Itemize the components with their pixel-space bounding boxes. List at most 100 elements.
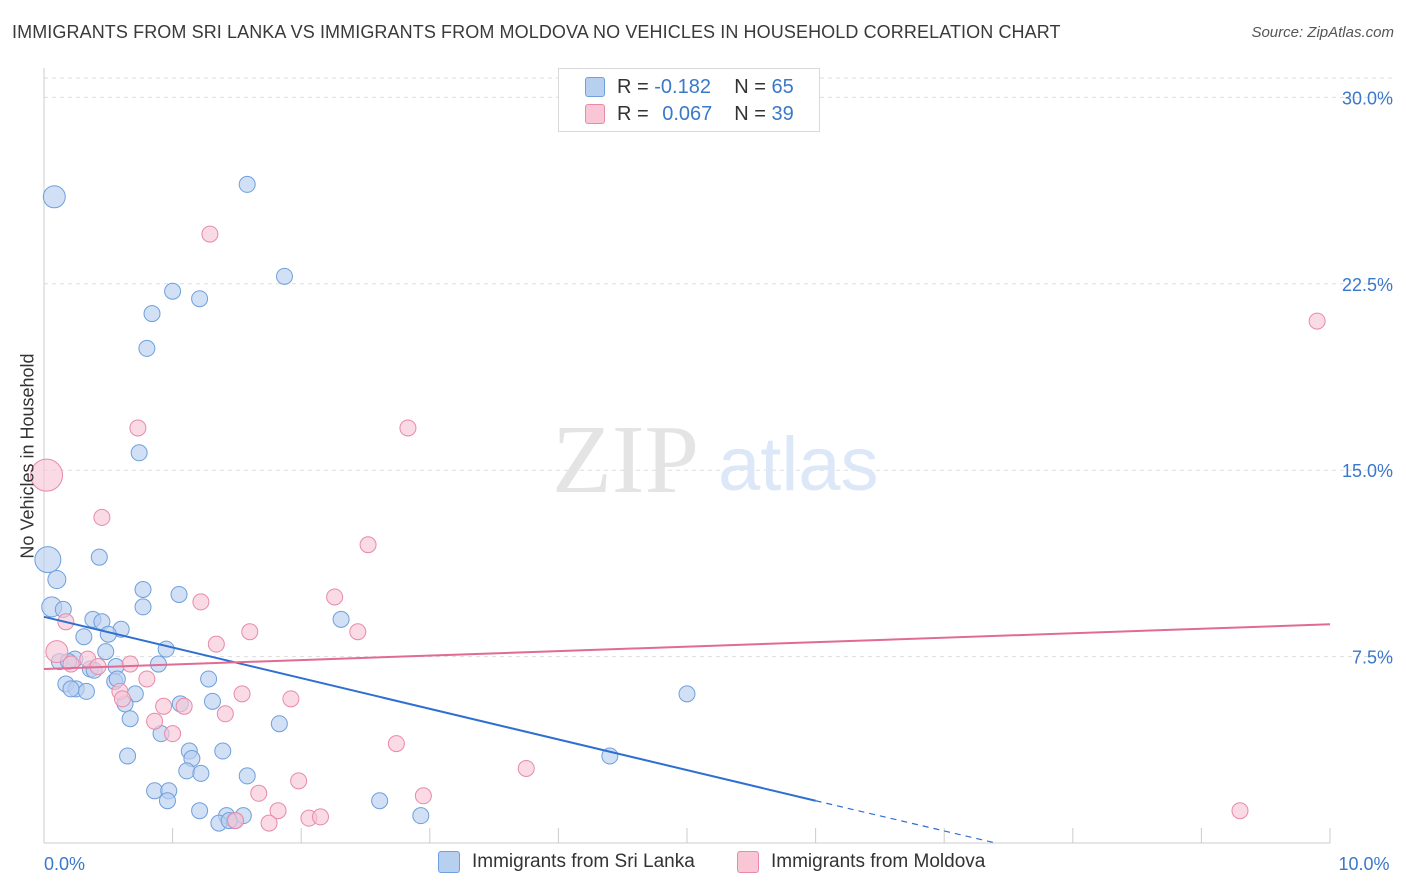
point-sri-lanka <box>77 682 95 700</box>
grid-lines <box>44 77 1392 658</box>
point-sri-lanka <box>157 640 175 658</box>
trend-line-moldova <box>43 623 1331 671</box>
point-sri-lanka <box>200 670 218 688</box>
watermark-zip: ZIP <box>552 406 699 514</box>
point-moldova <box>129 419 147 437</box>
point-moldova <box>282 690 300 708</box>
point-sri-lanka <box>214 742 232 760</box>
bottom-legend-label: Immigrants from Moldova <box>771 851 986 872</box>
point-sri-lanka <box>97 643 115 661</box>
point-moldova <box>326 588 344 606</box>
point-moldova <box>175 697 193 715</box>
point-sri-lanka <box>75 628 93 646</box>
trend-line-sri-lanka <box>43 615 816 802</box>
point-sri-lanka <box>270 715 288 733</box>
source-credit: Source: ZipAtlas.com <box>1251 24 1394 41</box>
bottom-legend-sri-lanka: Immigrants from Sri Lanka <box>438 851 695 873</box>
point-sri-lanka <box>134 580 152 598</box>
point-moldova <box>164 725 182 743</box>
point-sri-lanka <box>170 585 188 603</box>
watermark: ZIP atlas <box>552 406 879 514</box>
point-moldova <box>216 705 234 723</box>
point-moldova <box>414 787 432 805</box>
legend-r-label: R = <box>617 75 649 98</box>
point-sri-lanka <box>371 792 389 810</box>
point-sri-lanka <box>164 282 182 300</box>
bottom-legend-swatch-blue <box>438 851 460 873</box>
point-moldova <box>113 690 131 708</box>
point-sri-lanka <box>678 685 696 703</box>
y-tick-label: 30.0% <box>1342 88 1393 108</box>
point-moldova <box>399 419 417 437</box>
point-sri-lanka <box>134 598 152 616</box>
y-axis-label: No Vehicles in Household <box>17 353 38 559</box>
point-sri-lanka <box>119 747 137 765</box>
trend-line-sri-lanka-extension <box>815 800 996 844</box>
point-moldova <box>250 784 268 802</box>
point-moldova <box>349 623 367 641</box>
point-moldova <box>30 458 64 492</box>
point-moldova <box>269 802 287 820</box>
watermark-atlas: atlas <box>718 422 879 507</box>
point-sri-lanka <box>238 767 256 785</box>
point-moldova <box>192 593 210 611</box>
legend-r-value: 0.067 <box>662 102 713 125</box>
point-sri-lanka <box>34 546 62 574</box>
point-moldova <box>1231 802 1249 820</box>
correlation-legend: R = -0.182 N = 65 R = 0.067 N = 39 <box>558 68 820 132</box>
tick-labels: 7.5% 15.0% 22.5% 30.0% 0.0% 10.0% <box>44 88 1393 874</box>
legend-row-moldova: R = 0.067 N = 39 <box>585 101 794 127</box>
point-moldova <box>290 772 308 790</box>
point-sri-lanka <box>412 807 430 825</box>
bottom-legend-label: Immigrants from Sri Lanka <box>472 851 695 872</box>
point-sri-lanka <box>191 802 209 820</box>
x-tick-label: 10.0% <box>1338 854 1389 874</box>
point-sri-lanka <box>62 680 80 698</box>
legend-n-label: N = <box>734 102 766 125</box>
legend-n-value: 65 <box>771 75 794 98</box>
bottom-legend-moldova: Immigrants from Moldova <box>737 851 985 873</box>
point-moldova <box>201 225 219 243</box>
chart-title: IMMIGRANTS FROM SRI LANKA VS IMMIGRANTS … <box>12 22 1061 42</box>
point-moldova <box>517 759 535 777</box>
point-moldova <box>359 536 377 554</box>
point-sri-lanka <box>90 548 108 566</box>
point-sri-lanka <box>158 792 176 810</box>
legend-swatch-blue <box>585 77 605 97</box>
point-moldova <box>138 670 156 688</box>
point-moldova <box>260 814 278 832</box>
point-moldova <box>387 735 405 753</box>
point-sri-lanka <box>130 444 148 462</box>
legend-n-label: N = <box>734 75 766 98</box>
point-moldova <box>93 508 111 526</box>
point-sri-lanka <box>121 710 139 728</box>
legend-r-label: R = <box>617 102 649 125</box>
y-tick-label: 15.0% <box>1342 461 1393 481</box>
legend-swatch-pink <box>585 104 605 124</box>
point-sri-lanka <box>332 610 350 628</box>
point-sri-lanka <box>192 764 210 782</box>
trend-lines <box>43 615 1331 844</box>
y-tick-label: 22.5% <box>1342 275 1393 295</box>
legend-row-sri-lanka: R = -0.182 N = 65 <box>585 74 794 100</box>
point-moldova <box>311 808 329 826</box>
point-moldova <box>62 655 80 673</box>
x-tick-label: 0.0% <box>44 854 85 874</box>
point-moldova <box>121 655 139 673</box>
bottom-legend-swatch-pink <box>737 851 759 873</box>
point-moldova <box>155 697 173 715</box>
legend-n-value: 39 <box>771 102 794 125</box>
point-sri-lanka <box>143 305 161 323</box>
legend-r-value: -0.182 <box>654 75 711 98</box>
point-sri-lanka <box>178 762 196 780</box>
point-moldova <box>207 635 225 653</box>
point-sri-lanka <box>138 339 156 357</box>
point-sri-lanka <box>275 267 293 285</box>
point-sri-lanka <box>42 185 66 209</box>
point-moldova <box>241 623 259 641</box>
data-points <box>30 175 1326 832</box>
point-sri-lanka <box>238 175 256 193</box>
point-moldova <box>227 812 245 830</box>
point-sri-lanka <box>191 290 209 308</box>
